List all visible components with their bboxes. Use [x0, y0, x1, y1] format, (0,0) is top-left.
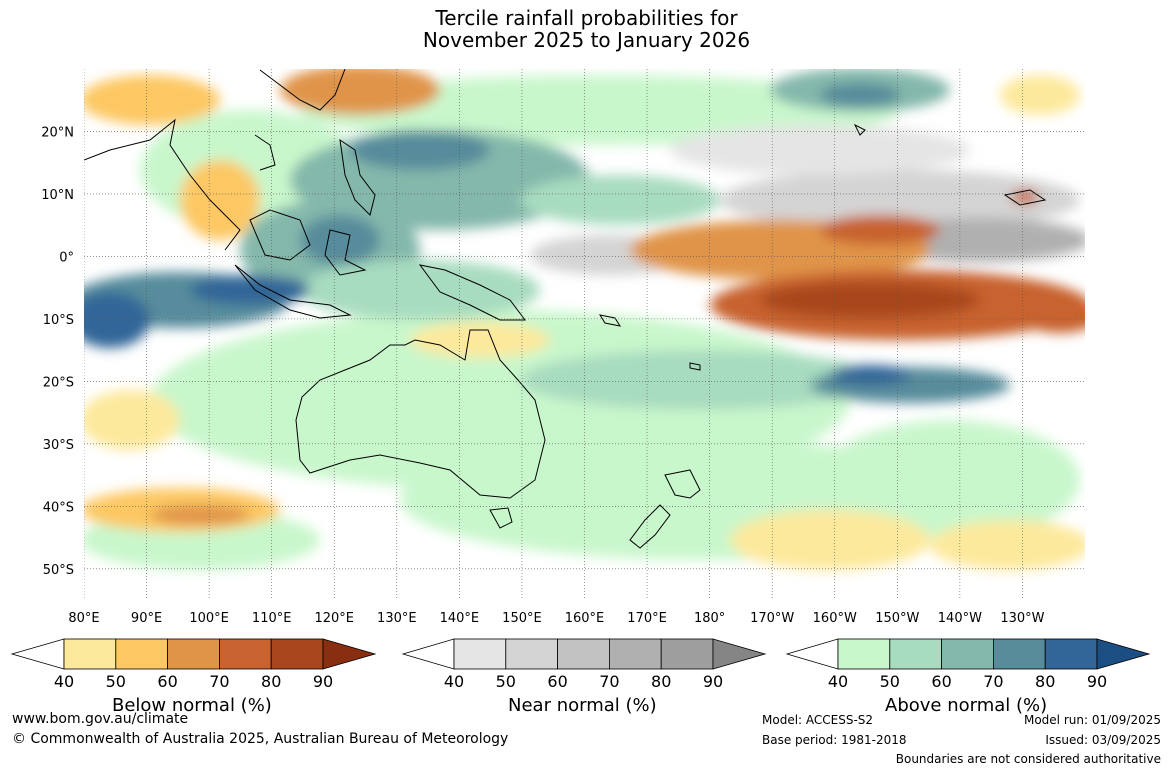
lon-tick-label: 110°E [252, 611, 292, 626]
footer-base-period: Base period: 1981-2018 [762, 733, 907, 747]
legend-above-normal-title: Above normal (%) [885, 695, 1048, 716]
legend-cell [941, 638, 994, 670]
legend-below-normal: 40 50 60 70 80 90 [10, 638, 377, 691]
lon-tick-label: 100°E [189, 611, 229, 626]
legend-tick-label: 40 [828, 672, 848, 691]
legend-tick-label: 80 [651, 672, 671, 691]
legend-tick-label: 70 [209, 672, 229, 691]
lat-tick-label: 30°S [43, 438, 74, 453]
lat-tick-label: 40°S [43, 500, 74, 515]
lon-tick-label: 170°W [750, 611, 794, 626]
lat-tick-label: 10°S [43, 313, 74, 328]
legend-arrow-high [712, 638, 767, 670]
legend-near-normal-title: Near normal (%) [508, 695, 657, 716]
legend-cell [63, 638, 117, 670]
footer-boundaries: Boundaries are not considered authoritat… [895, 752, 1161, 766]
footer-model-run: Model run: 01/09/2025 [1023, 713, 1161, 727]
legend-tick-label: 40 [444, 672, 464, 691]
lon-tick-label: 80°E [68, 611, 99, 626]
lat-tick-label: 20°S [43, 375, 74, 390]
map-title-line2: November 2025 to January 2026 [422, 28, 751, 52]
legend-tick-label: 90 [313, 672, 333, 691]
legend-tick-label: 90 [703, 672, 723, 691]
footer-issued: Issued: 03/09/2025 [1045, 733, 1161, 747]
legend-tick-label: 50 [496, 672, 516, 691]
legend-tick-label: 80 [1035, 672, 1055, 691]
legend-cell [609, 638, 662, 670]
legend-tick-label: 70 [599, 672, 619, 691]
legend-cell [270, 638, 324, 670]
lon-tick-label: 170°E [627, 611, 667, 626]
legend-cell [453, 638, 507, 670]
legend-cell [218, 638, 272, 670]
lon-tick-label: 150°E [502, 611, 542, 626]
lat-tick-label: 0° [59, 250, 74, 265]
lon-tick-label: 90°E [131, 611, 162, 626]
legend-tick-label: 90 [1087, 672, 1107, 691]
legend-tick-label: 60 [547, 672, 567, 691]
lon-tick-label: 150°W [875, 611, 919, 626]
legend-cell [115, 638, 169, 670]
legend-near-normal: 40 50 60 70 80 90 [401, 638, 767, 691]
legend-cell [837, 638, 891, 670]
lon-tick-label: 180° [694, 611, 725, 626]
lon-tick-label: 160°E [565, 611, 605, 626]
footer-url: www.bom.gov.au/climate [12, 711, 189, 727]
legend-cell [1044, 638, 1098, 670]
legend-cell [557, 638, 610, 670]
legend-tick-label: 50 [880, 672, 900, 691]
legend-cell [889, 638, 942, 670]
probability-field [84, 69, 1085, 600]
legend-below-normal-title: Below normal (%) [112, 695, 272, 716]
legend-cell [660, 638, 714, 670]
lat-tick-label: 10°N [41, 188, 74, 203]
legend-arrow-low [785, 638, 839, 670]
legend-arrow-high [1096, 638, 1151, 670]
map-title-line1: Tercile rainfall probabilities for [435, 6, 738, 30]
lon-tick-label: 140°E [440, 611, 480, 626]
lon-tick-label: 120°E [314, 611, 354, 626]
lon-tick-label: 130°E [377, 611, 417, 626]
legend-above-normal: 40 50 60 70 80 90 [785, 638, 1151, 691]
footer-copyright: © Commonwealth of Australia 2025, Austra… [12, 731, 509, 747]
legend-cell [993, 638, 1046, 670]
lon-tick-label: 160°W [813, 611, 857, 626]
legend-cell [167, 638, 220, 670]
lon-tick-label: 140°W [938, 611, 982, 626]
footer-model: Model: ACCESS-S2 [762, 713, 874, 727]
legend-tick-label: 70 [983, 672, 1003, 691]
lat-tick-label: 20°N [41, 125, 74, 140]
legend-tick-label: 60 [931, 672, 951, 691]
legend-tick-label: 60 [157, 672, 177, 691]
legend-tick-label: 40 [54, 672, 74, 691]
lat-tick-label: 50°S [43, 563, 74, 578]
legend-arrow-low [401, 638, 455, 670]
legend-arrow-high [322, 638, 377, 670]
legend-tick-label: 80 [261, 672, 281, 691]
legend-cell [505, 638, 558, 670]
legend-tick-label: 50 [106, 672, 126, 691]
lon-tick-label: 130°W [1000, 611, 1044, 626]
legend-arrow-low [10, 638, 65, 670]
